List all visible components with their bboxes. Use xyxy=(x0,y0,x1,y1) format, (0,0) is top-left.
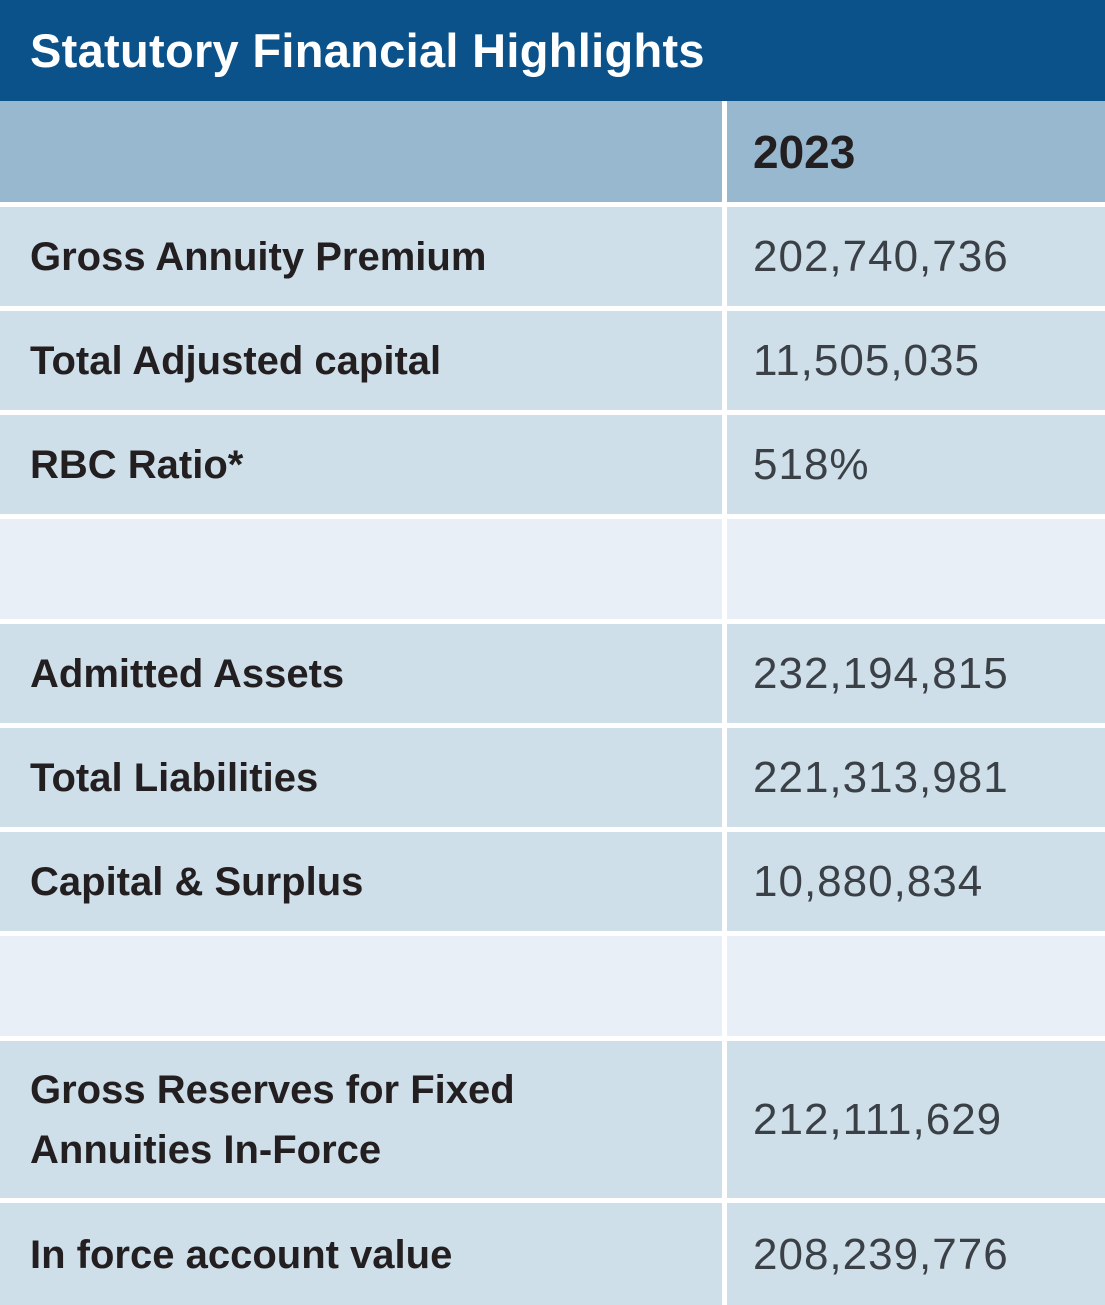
spacer-value-cell xyxy=(727,519,1105,619)
row-label-cell: RBC Ratio* xyxy=(0,415,722,514)
row-label-cell: Gross Annuity Premium xyxy=(0,207,722,306)
row-label: Total Liabilities xyxy=(30,755,319,800)
table-row-total-liabilities: Total Liabilities 221,313,981 xyxy=(0,728,1105,827)
table-row-admitted-assets: Admitted Assets 232,194,815 xyxy=(0,624,1105,723)
row-label-cell: Total Liabilities xyxy=(0,728,722,827)
row-value: 221,313,981 xyxy=(753,752,1009,802)
table-row-gross-reserves-fixed-annuities: Gross Reserves for Fixed Annuities In-Fo… xyxy=(0,1041,1105,1198)
row-label: RBC Ratio* xyxy=(30,442,244,487)
row-value: 202,740,736 xyxy=(753,231,1009,281)
spacer-label-cell xyxy=(0,936,722,1036)
row-value-cell: 232,194,815 xyxy=(727,624,1105,723)
row-label-cell: Admitted Assets xyxy=(0,624,722,723)
table-title-bar: Statutory Financial Highlights xyxy=(0,0,1105,101)
table-title: Statutory Financial Highlights xyxy=(30,24,705,77)
row-value: 11,505,035 xyxy=(753,335,980,385)
row-label: Gross Annuity Premium xyxy=(30,234,487,279)
row-value-cell: 10,880,834 xyxy=(727,832,1105,931)
row-label: Total Adjusted capital xyxy=(30,338,442,383)
row-value-cell: 202,740,736 xyxy=(727,207,1105,306)
table-row-rbc-ratio: RBC Ratio* 518% xyxy=(0,415,1105,514)
spacer-row xyxy=(0,936,1105,1036)
table-row-capital-and-surplus: Capital & Surplus 10,880,834 xyxy=(0,832,1105,931)
year-header-cell: 2023 xyxy=(727,101,1105,202)
row-label: In force account value xyxy=(30,1233,453,1277)
row-value-cell: 518% xyxy=(727,415,1105,514)
spacer-value-cell xyxy=(727,936,1105,1036)
year-header-row: 2023 xyxy=(0,101,1105,202)
row-value: 10,880,834 xyxy=(753,856,984,906)
row-value-cell: 221,313,981 xyxy=(727,728,1105,827)
spacer-label-cell xyxy=(0,519,722,619)
row-label-cell: Capital & Surplus xyxy=(0,832,722,931)
row-value: 212,111,629 xyxy=(753,1094,1003,1144)
row-value-cell: 208,239,776 xyxy=(727,1203,1105,1305)
table-row-in-force-account-value: In force account value 208,239,776 xyxy=(0,1203,1105,1305)
row-label-cell: Gross Reserves for Fixed Annuities In-Fo… xyxy=(0,1041,722,1198)
row-label: Gross Reserves for Fixed Annuities In-Fo… xyxy=(30,1067,515,1172)
year-header-empty-cell xyxy=(0,101,722,202)
row-value-cell: 212,111,629 xyxy=(727,1041,1105,1198)
row-value: 518% xyxy=(753,439,870,489)
row-value-cell: 11,505,035 xyxy=(727,311,1105,410)
row-label: Capital & Surplus xyxy=(30,859,364,904)
row-label-cell: Total Adjusted capital xyxy=(0,311,722,410)
table-row-total-adjusted-capital: Total Adjusted capital 11,505,035 xyxy=(0,311,1105,410)
table-row-gross-annuity-premium: Gross Annuity Premium 202,740,736 xyxy=(0,207,1105,306)
row-label: Admitted Assets xyxy=(30,651,345,696)
spacer-row xyxy=(0,519,1105,619)
row-value: 232,194,815 xyxy=(753,648,1009,698)
row-label-cell: In force account value xyxy=(0,1203,722,1305)
row-value: 208,239,776 xyxy=(753,1230,1009,1279)
year-label: 2023 xyxy=(753,125,856,178)
